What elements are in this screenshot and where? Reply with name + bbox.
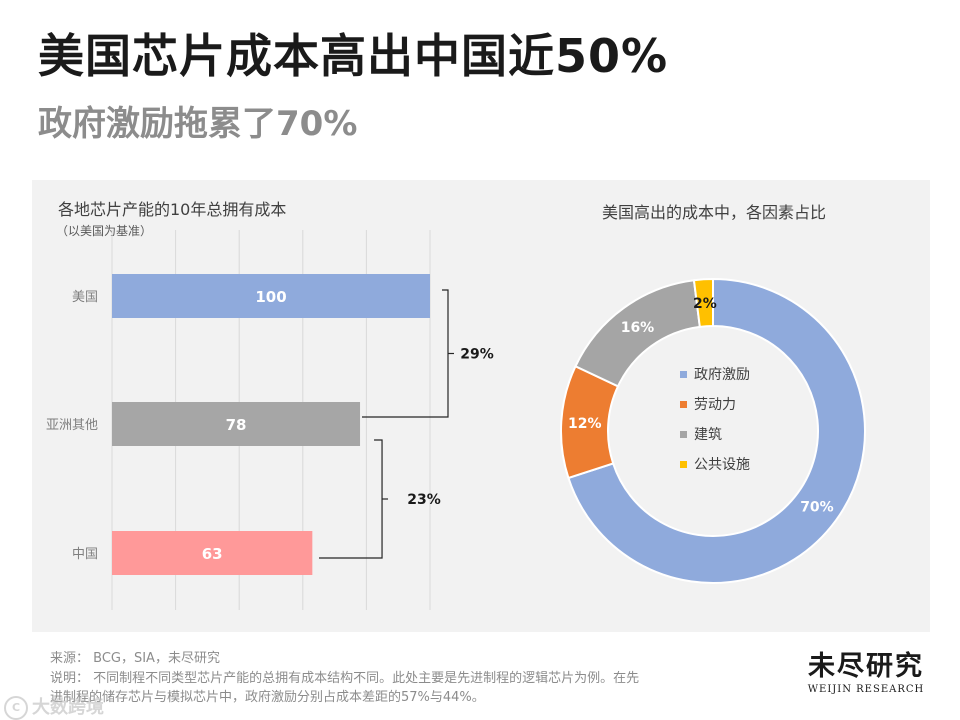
- legend-swatch: [680, 460, 687, 468]
- legend-swatch: [680, 400, 687, 408]
- legend-label: 劳动力: [694, 397, 736, 413]
- bar-series: 100 美国 78 亚洲其他 63 中国: [46, 274, 430, 575]
- bar-3: [112, 531, 313, 575]
- legend-item: 政府激励: [680, 364, 750, 384]
- bar-chart-title: 各地芯片产能的10年总拥有成本: [58, 200, 286, 219]
- donut-slice-label: 16%: [621, 320, 655, 336]
- page-title: 美国芯片成本高出中国近50%: [38, 29, 669, 83]
- brand-logo: 未尽研究 WEIJIN RESEARCH: [806, 651, 926, 696]
- legend-swatch: [680, 370, 687, 378]
- bar-category-label: 中国: [72, 547, 98, 562]
- bar-value-label: 63: [202, 545, 223, 563]
- footer-note-line-2: 进制程的储存芯片与模拟芯片中，政府激励分别占成本差距的57%与44%。: [50, 690, 485, 705]
- donut-slice-1: [567, 277, 866, 584]
- bar-category-label: 亚洲其他: [46, 418, 98, 433]
- chart-canvas: 各地芯片产能的10年总拥有成本 （以美国为基准） 100 美国 78 亚洲其他 63 中国…: [46, 200, 866, 610]
- legend-item: 劳动力: [680, 394, 736, 414]
- bracket-label-1: 29%: [460, 347, 494, 363]
- bar-value-label: 100: [255, 288, 286, 306]
- legend-item: 公共设施: [680, 454, 750, 474]
- bracket-label-2: 23%: [407, 492, 441, 508]
- bar-2: [112, 402, 361, 446]
- bar-value-label: 78: [226, 416, 247, 434]
- legend-item: 建筑: [680, 424, 722, 444]
- donut-slice-label: 2%: [693, 296, 717, 312]
- watermark-icon: C: [4, 696, 28, 720]
- logo-cn-text: 未尽研究: [808, 651, 924, 682]
- bar-category-label: 美国: [72, 290, 98, 305]
- footer-note-line-1: 说明： 不同制程不同类型芯片产能的总拥有成本结构不同。此处主要是先进制程的逻辑芯…: [50, 671, 640, 686]
- donut-chart-title: 美国高出的成本中，各因素占比: [602, 203, 826, 222]
- watermark: C 大数跨境: [4, 693, 104, 720]
- legend-swatch: [680, 430, 687, 438]
- page-subtitle: 政府激励拖累了70%: [38, 104, 358, 144]
- legend-label: 公共设施: [694, 457, 750, 473]
- donut-slice-label: 70%: [800, 500, 834, 516]
- donut-series: 70% 12% 16% 2%: [560, 277, 866, 584]
- legend-label: 政府激励: [694, 367, 750, 383]
- donut-slice-label: 12%: [568, 416, 602, 432]
- chart-panel: 各地芯片产能的10年总拥有成本 （以美国为基准） 100 美国 78 亚洲其他 63 中国…: [32, 180, 930, 632]
- logo-en-text: WEIJIN RESEARCH: [807, 684, 925, 695]
- watermark-text: 大数跨境: [32, 697, 104, 718]
- footer-source: 来源： BCG，SIA，未尽研究: [50, 651, 220, 666]
- bar-chart-subtitle: （以美国为基准）: [56, 224, 152, 238]
- legend-label: 建筑: [694, 427, 722, 443]
- donut-slice-4: [692, 277, 714, 328]
- bar-1: [112, 274, 430, 318]
- bracket-line-2: [319, 439, 383, 559]
- difference-brackets: 29% 23%: [319, 289, 494, 559]
